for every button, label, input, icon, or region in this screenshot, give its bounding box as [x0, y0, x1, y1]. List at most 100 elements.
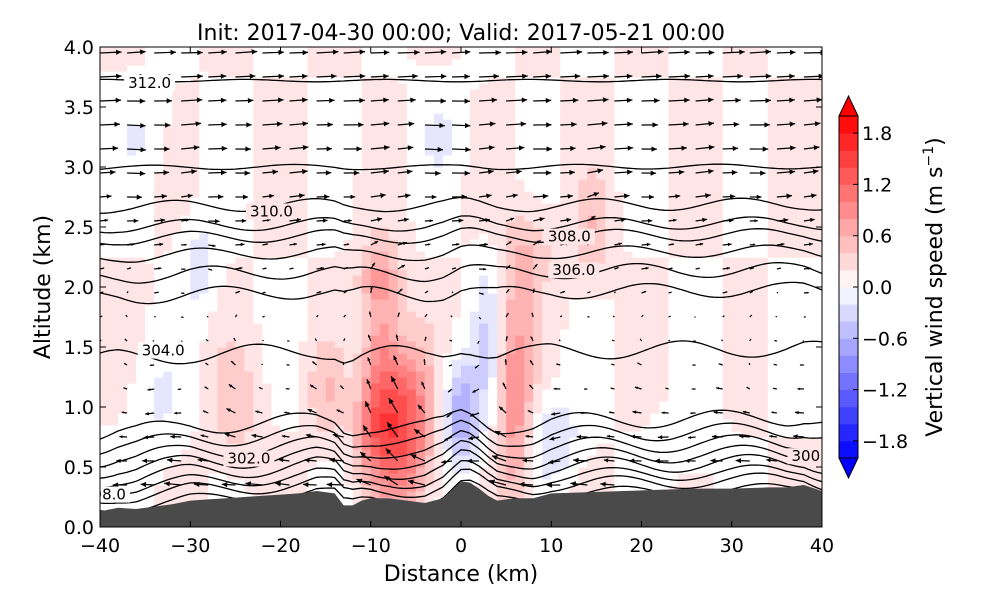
- w-cell: [605, 77, 616, 84]
- w-cell: [551, 443, 561, 450]
- w-cell: [388, 437, 399, 444]
- w-cell: [560, 155, 570, 162]
- w-cell: [560, 95, 570, 102]
- w-cell: [515, 149, 525, 156]
- w-cell: [136, 431, 146, 438]
- w-cell: [397, 467, 408, 474]
- w-cell: [605, 263, 616, 270]
- w-cell: [262, 401, 273, 408]
- w-cell: [334, 473, 345, 480]
- w-cell: [461, 191, 471, 198]
- w-cell: [515, 185, 525, 192]
- w-cell: [397, 197, 408, 204]
- w-cell: [307, 239, 318, 246]
- w-cell: [497, 119, 507, 126]
- w-cell: [181, 125, 191, 132]
- w-cell: [433, 257, 444, 264]
- w-cell: [596, 125, 607, 132]
- w-cell: [406, 353, 417, 360]
- w-cell: [262, 353, 273, 360]
- w-cell: [307, 473, 318, 480]
- w-cell: [614, 167, 625, 174]
- w-cell: [109, 71, 119, 78]
- w-cell: [596, 257, 607, 264]
- w-cell: [451, 95, 462, 102]
- w-cell: [397, 83, 408, 90]
- w-cell: [461, 395, 471, 402]
- w-cell: [551, 137, 561, 144]
- w-cell: [542, 293, 552, 300]
- w-cell: [488, 107, 498, 114]
- w-cell: [325, 371, 336, 378]
- w-cell: [226, 191, 236, 198]
- w-cell: [470, 65, 480, 72]
- w-cell: [343, 47, 354, 54]
- w-cell: [298, 305, 309, 312]
- w-cell: [307, 377, 318, 384]
- w-cell: [623, 59, 634, 66]
- w-cell: [217, 401, 227, 408]
- w-cell: [253, 383, 264, 390]
- w-cell: [433, 329, 444, 336]
- w-cell: [307, 467, 318, 474]
- w-cell: [361, 83, 372, 90]
- w-cell: [109, 305, 119, 312]
- w-cell: [542, 155, 552, 162]
- w-cell: [497, 101, 507, 108]
- w-cell: [100, 203, 110, 210]
- w-cell: [145, 407, 155, 414]
- w-cell: [659, 461, 670, 468]
- w-cell: [442, 245, 453, 252]
- w-cell: [199, 197, 209, 204]
- w-cell: [100, 431, 110, 438]
- w-cell: [379, 425, 390, 432]
- w-cell: [433, 449, 444, 456]
- w-cell: [578, 449, 588, 456]
- w-cell: [451, 125, 462, 132]
- w-cell: [235, 179, 246, 186]
- w-cell: [343, 407, 354, 414]
- w-cell: [587, 293, 597, 300]
- w-cell: [596, 191, 607, 198]
- w-cell: [497, 257, 507, 264]
- w-cell: [659, 377, 670, 384]
- w-cell: [280, 407, 291, 414]
- w-cell: [253, 329, 264, 336]
- w-cell: [433, 173, 444, 180]
- w-cell: [217, 359, 227, 366]
- w-cell: [632, 287, 643, 294]
- w-cell: [118, 143, 128, 150]
- w-cell: [325, 263, 336, 270]
- w-cell: [199, 185, 209, 192]
- w-cell: [650, 191, 661, 198]
- w-cell: [560, 53, 570, 60]
- w-cell: [659, 335, 670, 342]
- w-cell: [596, 131, 607, 138]
- w-cell: [289, 347, 300, 354]
- w-cell: [442, 311, 453, 318]
- w-cell: [406, 449, 417, 456]
- w-cell: [190, 227, 200, 234]
- w-cell: [226, 335, 236, 342]
- w-cell: [415, 365, 426, 372]
- w-cell: [145, 275, 155, 282]
- w-cell: [451, 281, 462, 288]
- w-cell: [127, 395, 137, 402]
- w-cell: [109, 149, 119, 156]
- w-cell: [163, 413, 173, 420]
- w-cell: [641, 473, 652, 480]
- w-cell: [551, 299, 561, 306]
- w-cell: [244, 323, 255, 330]
- w-cell: [488, 137, 498, 144]
- w-cell: [470, 59, 480, 66]
- w-cell: [470, 101, 480, 108]
- w-cell: [632, 167, 643, 174]
- w-cell: [479, 245, 489, 252]
- w-cell: [100, 179, 110, 186]
- w-cell: [551, 395, 561, 402]
- w-cell: [253, 305, 264, 312]
- w-cell: [442, 107, 453, 114]
- w-cell: [343, 53, 354, 60]
- w-cell: [208, 413, 218, 420]
- w-cell: [397, 227, 408, 234]
